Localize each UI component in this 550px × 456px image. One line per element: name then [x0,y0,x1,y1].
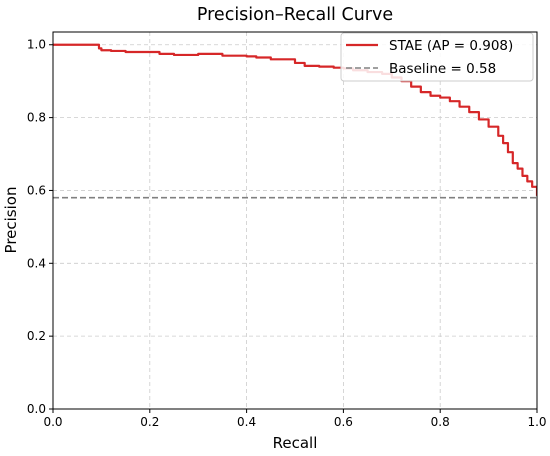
legend: STAE (AP = 0.908) Baseline = 0.58 [340,32,534,82]
x-axis-title: Recall [273,434,318,452]
plot-frame [52,31,538,410]
y-tick-label: 0.2 [27,329,46,343]
y-tick-label: 0.8 [27,111,46,125]
x-tick-label: 0.4 [237,415,256,429]
x-tick-label: 0.0 [43,415,62,429]
chart-title: Precision–Recall Curve [197,5,393,25]
legend-box [340,32,534,82]
legend-label-baseline: Baseline = 0.58 [389,61,496,77]
axis-ticks: 0.0 0.2 0.4 0.6 0.8 1.0 0.0 0.2 0.4 0.6 0.8 1.0 [27,38,547,429]
x-tick-label: 1.0 [527,415,546,429]
y-tick-label: 1.0 [27,38,46,52]
y-axis-title: Precision [2,187,20,254]
x-tick-label: 0.6 [334,415,353,429]
legend-label-stae: STAE (AP = 0.908) [389,38,513,54]
x-tick-label: 0.8 [431,415,450,429]
y-tick-label: 0.6 [27,183,46,197]
y-tick-label: 0.4 [27,256,46,270]
x-tick-label: 0.2 [140,415,159,429]
y-tick-label: 0.0 [27,402,46,416]
